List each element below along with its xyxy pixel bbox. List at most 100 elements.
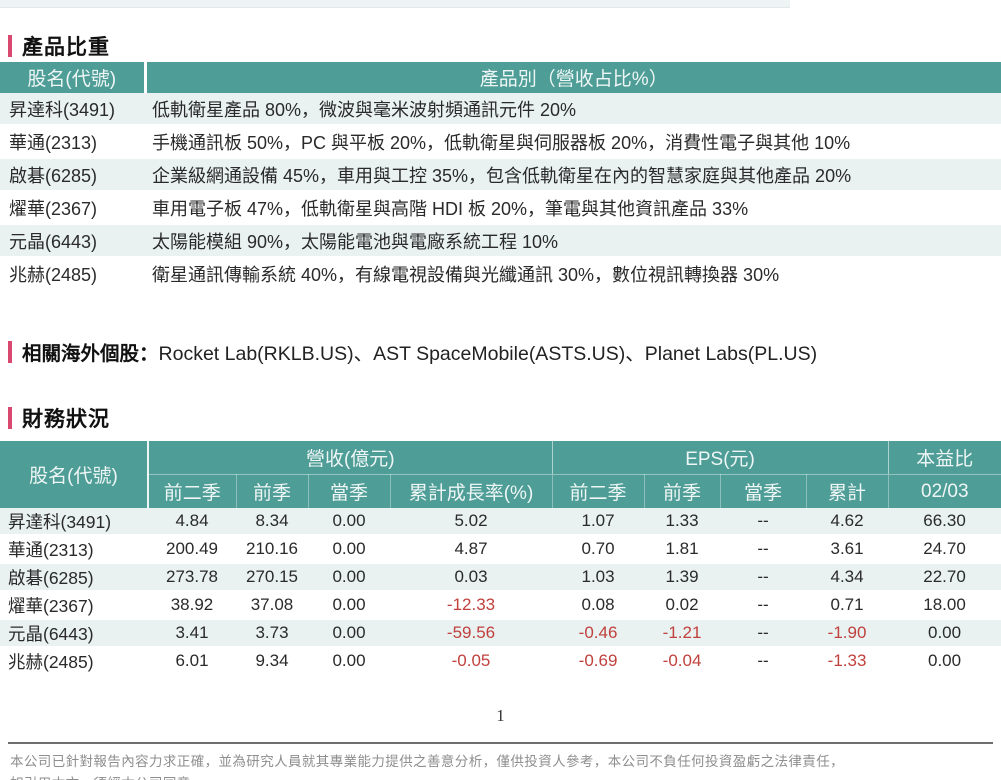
eps-curr-q: -- [720, 591, 807, 620]
stock-name: 元晶(6443) [0, 224, 145, 258]
column-header-eps-curr-q: 當季 [720, 474, 807, 508]
table-sub-header-row: 前二季 前季 當季 累計成長率(%) 前二季 前季 當季 累計 02/03 [0, 474, 1001, 508]
eps-q2ago: 1.07 [552, 508, 645, 536]
rev-curr-q: 0.00 [308, 563, 390, 592]
rev-growth: -12.33 [390, 591, 553, 620]
rev-prev-q: 210.16 [236, 535, 308, 564]
eps-curr-q: -- [720, 619, 807, 648]
group-header-eps: EPS(元) [551, 441, 889, 475]
rev-q2ago: 4.84 [148, 508, 236, 536]
eps-curr-q: -- [720, 535, 807, 564]
page-number: 1 [496, 706, 505, 725]
eps-curr-q: -- [720, 508, 807, 536]
column-header-eps-prev-q: 前季 [644, 474, 721, 508]
table-header-row: 股名(代號) 產品別（營收占比%） [0, 62, 1001, 93]
rev-q2ago: 200.49 [148, 535, 236, 564]
stock-name: 昇達科(3491) [0, 93, 145, 126]
column-header-rev-growth: 累計成長率(%) [390, 474, 553, 508]
stock-name: 華通(2313) [0, 535, 148, 564]
eps-cum: -1.90 [806, 619, 889, 648]
rev-q2ago: 38.92 [148, 591, 236, 620]
eps-curr-q: -- [720, 563, 807, 592]
table-row: 華通(2313) 手機通訊板 50%，PC 與平板 20%，低軌衛星與伺服器板 … [0, 125, 1001, 159]
disclaimer-text-clipped: 如引用本文，須經本公司同意。 [10, 772, 205, 780]
eps-prev-q: 1.33 [644, 508, 721, 536]
rev-growth: -0.05 [390, 647, 553, 676]
stock-name: 華通(2313) [0, 125, 145, 159]
rev-prev-q: 270.15 [236, 563, 308, 592]
table-row: 兆赫(2485) 衛星通訊傳輸系統 40%，有線電視設備與光纖通訊 30%，數位… [0, 257, 1001, 291]
eps-curr-q: -- [720, 647, 807, 676]
table-row: 元晶(6443) 太陽能模組 90%，太陽能電池與電廠系統工程 10% [0, 224, 1001, 258]
overseas-stocks-list: Rocket Lab(RKLB.US)、AST SpaceMobile(ASTS… [158, 343, 818, 365]
stock-name: 兆赫(2485) [0, 257, 145, 291]
pe-ratio: 0.00 [888, 647, 1001, 676]
table-row: 燿華(2367) 38.92 37.08 0.00 -12.33 0.08 0.… [0, 591, 1001, 620]
pe-ratio: 24.70 [888, 535, 1001, 564]
rev-growth: -59.56 [390, 619, 553, 648]
pe-ratio: 66.30 [888, 508, 1001, 536]
column-header-pe-date: 02/03 [888, 474, 1001, 508]
rev-curr-q: 0.00 [308, 535, 390, 564]
product-breakdown: 太陽能模組 90%，太陽能電池與電廠系統工程 10% [145, 224, 1001, 258]
section-title-products: 產品比重 [8, 31, 110, 61]
accent-bar [8, 407, 12, 429]
financial-status-table: 股名(代號) 營收(億元) EPS(元) 本益比 前二季 前季 當季 累計成長率… [0, 441, 1001, 676]
product-breakdown: 手機通訊板 50%，PC 與平板 20%，低軌衛星與伺服器板 20%，消費性電子… [145, 125, 1001, 159]
column-header-products: 產品別（營收占比%） [145, 62, 1001, 93]
rev-prev-q: 9.34 [236, 647, 308, 676]
table-row: 元晶(6443) 3.41 3.73 0.00 -59.56 -0.46 -1.… [0, 619, 1001, 648]
column-header-rev-q2ago: 前二季 [148, 474, 237, 508]
rev-prev-q: 8.34 [236, 508, 308, 536]
overseas-label: 相關海外個股： [22, 343, 159, 365]
footer-divider [8, 742, 993, 744]
rev-curr-q: 0.00 [308, 591, 390, 620]
page-title: 產品比重 [22, 36, 110, 59]
pe-ratio: 22.70 [888, 563, 1001, 592]
accent-bar [8, 340, 12, 363]
product-breakdown: 衛星通訊傳輸系統 40%，有線電視設備與光纖通訊 30%，數位視訊轉換器 30% [145, 257, 1001, 291]
stock-name: 啟碁(6285) [0, 158, 145, 192]
pe-ratio: 0.00 [888, 619, 1001, 648]
eps-cum: 0.71 [806, 591, 889, 620]
column-header-rev-prev-q: 前季 [236, 474, 309, 508]
eps-prev-q: 1.39 [644, 563, 721, 592]
rev-growth: 0.03 [390, 563, 553, 592]
eps-prev-q: 1.81 [644, 535, 721, 564]
table-row: 啟碁(6285) 273.78 270.15 0.00 0.03 1.03 1.… [0, 563, 1001, 592]
column-header-stock: 股名(代號) [0, 62, 147, 93]
product-breakdown: 車用電子板 47%，低軌衛星與高階 HDI 板 20%，筆電與其他資訊產品 33… [145, 191, 1001, 225]
eps-cum: -1.33 [806, 647, 889, 676]
top-clipped-row-remnant [0, 0, 790, 8]
stock-name: 啟碁(6285) [0, 563, 148, 592]
stock-name: 元晶(6443) [0, 619, 148, 648]
eps-cum: 4.34 [806, 563, 889, 592]
rev-curr-q: 0.00 [308, 619, 390, 648]
column-header-eps-cum: 累計 [806, 474, 889, 508]
column-header-eps-q2ago: 前二季 [552, 474, 645, 508]
column-header-stock: 股名(代號) [0, 441, 149, 508]
stock-name: 燿華(2367) [0, 191, 145, 225]
rev-prev-q: 3.73 [236, 619, 308, 648]
eps-cum: 4.62 [806, 508, 889, 536]
disclaimer-text: 本公司已針對報告內容力求正確，並為研究人員就其專業能力提供之善意分析，僅供投資人… [10, 754, 844, 769]
rev-q2ago: 6.01 [148, 647, 236, 676]
eps-q2ago: -0.69 [552, 647, 645, 676]
rev-growth: 4.87 [390, 535, 553, 564]
group-header-revenue: 營收(億元) [148, 441, 553, 475]
rev-growth: 5.02 [390, 508, 553, 536]
eps-q2ago: 1.03 [552, 563, 645, 592]
rev-prev-q: 37.08 [236, 591, 308, 620]
column-header-rev-curr-q: 當季 [308, 474, 391, 508]
eps-prev-q: -0.04 [644, 647, 721, 676]
rev-q2ago: 273.78 [148, 563, 236, 592]
table-row: 啟碁(6285) 企業級網通設備 45%，車用與工控 35%，包含低軌衛星在內的… [0, 158, 1001, 192]
product-breakdown: 低軌衛星產品 80%，微波與毫米波射頻通訊元件 20% [145, 93, 1001, 126]
stock-name: 兆赫(2485) [0, 647, 148, 676]
product-breakdown: 企業級網通設備 45%，車用與工控 35%，包含低軌衛星在內的智慧家庭與其他產品… [145, 158, 1001, 192]
table-group-header-row: 股名(代號) 營收(億元) EPS(元) 本益比 [0, 441, 1001, 508]
table-row: 昇達科(3491) 低軌衛星產品 80%，微波與毫米波射頻通訊元件 20% [0, 93, 1001, 126]
pe-ratio: 18.00 [888, 591, 1001, 620]
table-row: 燿華(2367) 車用電子板 47%，低軌衛星與高階 HDI 板 20%，筆電與… [0, 191, 1001, 225]
